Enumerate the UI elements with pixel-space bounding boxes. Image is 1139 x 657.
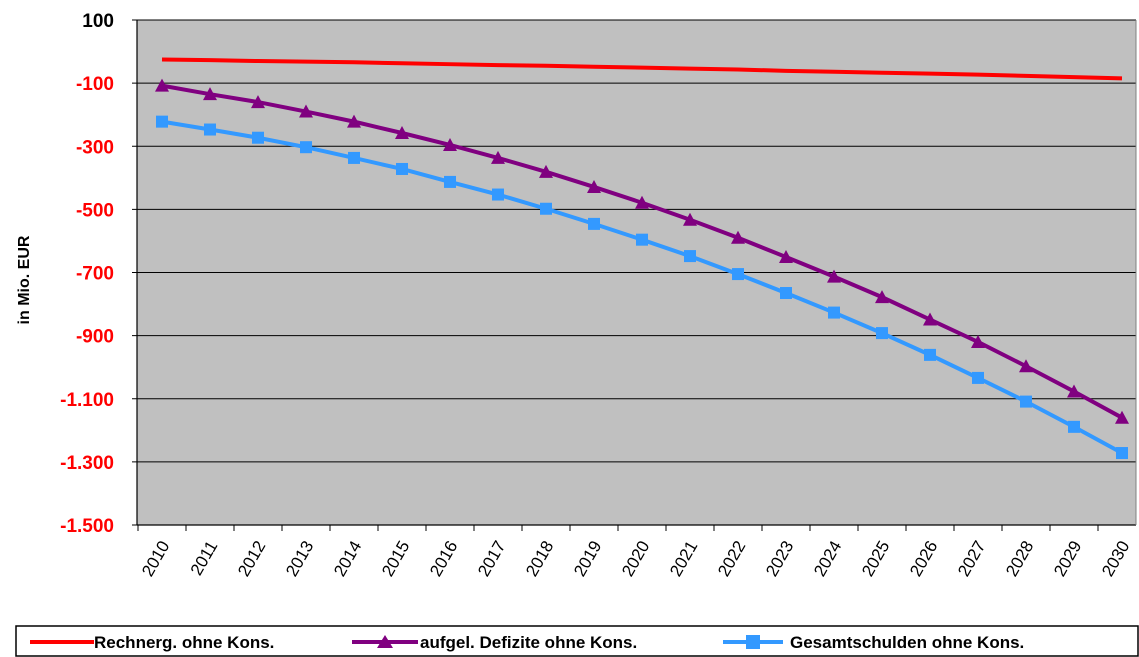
series-line [161, 57, 1123, 81]
data-point [347, 114, 361, 128]
data-point [876, 327, 888, 340]
legend-label: aufgel. Defizite ohne Kons. [420, 633, 637, 652]
legend-label: Rechnerg. ohne Kons. [94, 633, 274, 652]
data-point [300, 141, 312, 154]
data-point [251, 95, 265, 109]
y-tick-label: -1.300 [60, 453, 114, 474]
data-point [779, 250, 793, 264]
legend-marker [746, 635, 760, 649]
y-tick-label: 100 [82, 11, 114, 32]
data-point [827, 269, 841, 283]
data-point [971, 334, 985, 348]
data-point [684, 250, 696, 263]
data-point [732, 268, 744, 281]
x-tick-label: 2015 [378, 538, 413, 580]
data-point [636, 233, 648, 246]
y-tick-label: -700 [76, 264, 114, 285]
data-point [587, 179, 601, 193]
x-tick-label: 2022 [714, 538, 749, 580]
data-point [395, 125, 409, 139]
y-tick-label: -300 [76, 137, 114, 158]
data-point [540, 202, 552, 215]
data-point [444, 175, 456, 188]
data-point [923, 312, 937, 326]
x-tick-label: 2020 [618, 538, 653, 580]
data-point [828, 306, 840, 319]
data-point [780, 287, 792, 300]
x-tick-label: 2027 [954, 538, 989, 580]
x-tick-label: 2011 [187, 538, 222, 579]
data-point [972, 371, 984, 384]
x-tick-label: 2026 [906, 538, 941, 580]
data-point [1115, 410, 1129, 424]
data-point [348, 151, 360, 164]
y-axis-title: in Mio. EUR [16, 235, 33, 324]
series-lines [155, 57, 1129, 460]
legend-marker [377, 635, 393, 648]
legend-box [15, 625, 1139, 657]
data-point [252, 131, 264, 144]
axes [132, 19, 1137, 531]
data-point [1067, 384, 1081, 398]
data-point [731, 230, 745, 244]
x-tick-label: 2014 [330, 538, 365, 580]
x-tick-label: 2030 [1098, 538, 1133, 580]
data-point [155, 78, 169, 92]
x-tick-labels: 2010 2011 2012 2013 2014 2015 2016 2017 2018 2019… [138, 538, 1133, 580]
x-tick-label: 2028 [1002, 538, 1037, 580]
x-tick-label: 2018 [522, 538, 557, 580]
data-point [1116, 447, 1128, 460]
x-tick-label: 2016 [426, 538, 461, 580]
y-tick-label: -900 [76, 327, 114, 348]
x-tick-label: 2019 [570, 538, 605, 580]
y-tick-label: -500 [76, 200, 114, 221]
data-point [1019, 359, 1033, 373]
data-point [1068, 420, 1080, 433]
x-tick-label: 2025 [858, 538, 893, 580]
x-tick-label: 2013 [282, 538, 317, 580]
data-point [204, 123, 216, 136]
legend: Rechnerg. ohne Kons. aufgel. Defizite ohn… [15, 625, 1139, 657]
x-tick-label: 2021 [666, 538, 701, 580]
legend-label: Gesamtschulden ohne Kons. [790, 633, 1024, 652]
data-point [443, 137, 457, 151]
y-tick-labels: 100 -100 -300 -500 -700 -900 -1.100 -1.300 -1.50… [60, 11, 114, 537]
data-point [588, 217, 600, 230]
data-point [491, 150, 505, 164]
data-point [635, 195, 649, 209]
data-point [492, 188, 504, 201]
y-tick-label: -100 [76, 74, 114, 95]
x-tick-label: 2023 [762, 538, 797, 580]
x-tick-label: 2012 [234, 538, 269, 580]
data-point [875, 290, 889, 304]
x-tick-label: 2017 [474, 538, 509, 580]
data-point [1020, 395, 1032, 408]
data-point [156, 115, 168, 128]
x-tick-label: 2029 [1050, 538, 1085, 580]
data-point [924, 348, 936, 361]
x-tick-label: 2024 [810, 538, 845, 580]
data-point [299, 104, 313, 118]
y-tick-label: -1.100 [60, 390, 114, 411]
data-point [396, 162, 408, 175]
data-point [683, 212, 697, 226]
data-point [203, 87, 217, 101]
data-point [539, 164, 553, 178]
y-tick-label: -1.500 [60, 516, 114, 537]
x-tick-label: 2010 [138, 538, 173, 580]
